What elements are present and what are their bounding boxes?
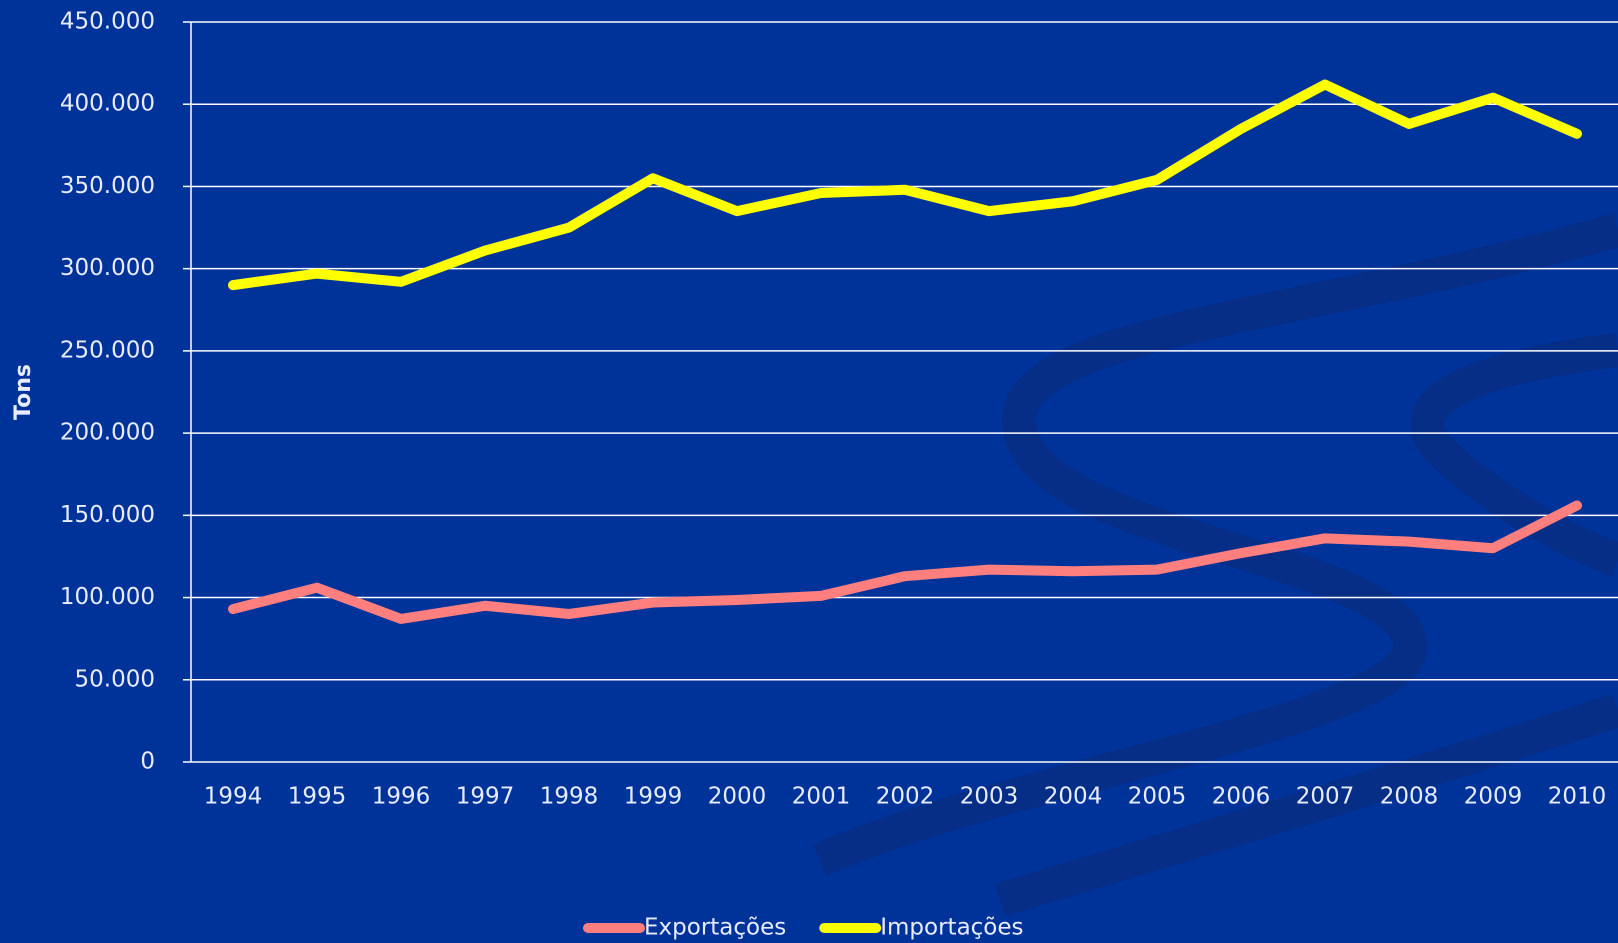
data-line (228, 79, 1582, 291)
y-tick-label: 250.000 (60, 337, 155, 363)
decoration (813, 213, 1618, 917)
y-tick-label: 350.000 (60, 173, 155, 199)
x-tick-label: 2006 (1212, 784, 1271, 810)
x-tick-label: 2008 (1380, 784, 1439, 810)
swirl (995, 693, 1618, 917)
x-tick-label: 1999 (624, 784, 683, 810)
x-tick-label: 2000 (708, 784, 767, 810)
x-tick-label: 2009 (1464, 784, 1523, 810)
y-tick-label: 150.000 (60, 502, 155, 528)
y-tick-label: 50.000 (75, 666, 155, 692)
y-tick-label: 400.000 (60, 91, 155, 117)
y-tick-label: 300.000 (60, 255, 155, 281)
y-tick-label: 450.000 (60, 9, 155, 35)
y-tick-label: 0 (140, 749, 155, 775)
swirl (813, 213, 1618, 876)
data-line (228, 500, 1582, 624)
y-tick-label: 200.000 (60, 420, 155, 446)
x-tick-label: 2003 (960, 784, 1019, 810)
x-tick-label: 1996 (372, 784, 431, 810)
x-tick-label: 2007 (1296, 784, 1355, 810)
x-tick-label: 2004 (1044, 784, 1103, 810)
x-tick-label: 1998 (540, 784, 599, 810)
x-tick-label: 1997 (456, 784, 515, 810)
x-tick-label: 1994 (204, 784, 263, 810)
legend-label: Importações (880, 915, 1023, 941)
x-tick-label: 2001 (792, 784, 851, 810)
x-tick-label: 1995 (288, 784, 347, 810)
legend-label: Exportações (644, 915, 786, 941)
x-tick-label: 2002 (876, 784, 935, 810)
x-tick-label: 2010 (1548, 784, 1607, 810)
swirl (1410, 333, 1618, 577)
y-axis-label: Tons (11, 364, 36, 420)
y-tick-label: 100.000 (60, 584, 155, 610)
x-tick-label: 2005 (1128, 784, 1187, 810)
